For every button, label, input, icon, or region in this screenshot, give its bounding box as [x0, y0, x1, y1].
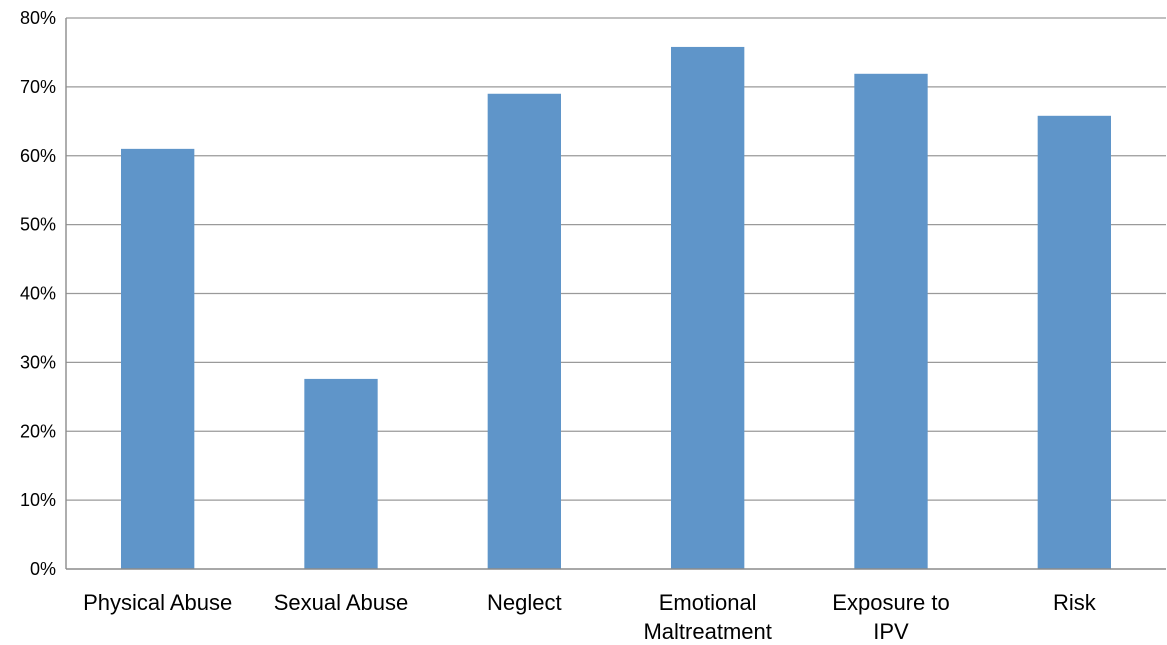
x-tick-label: Exposure to IPV — [832, 590, 949, 644]
bar — [671, 46, 745, 570]
bar — [121, 148, 195, 570]
x-tick-label: Sexual Abuse — [274, 590, 409, 615]
y-tick-label: 70% — [20, 77, 56, 97]
y-tick-label: 0% — [30, 559, 56, 579]
x-tick-label: Risk — [1053, 590, 1097, 615]
gridlines — [66, 17, 1166, 501]
x-tick-label: Neglect — [487, 590, 562, 615]
bars — [121, 46, 1111, 570]
bar — [1037, 115, 1111, 570]
bar — [854, 73, 928, 569]
bar — [304, 378, 378, 569]
y-tick-label: 10% — [20, 490, 56, 510]
y-tick-label: 60% — [20, 146, 56, 166]
y-tick-label: 50% — [20, 215, 56, 235]
x-axis-tick-labels: Physical Abuse Sexual Abuse Neglect Emotion… — [83, 590, 1097, 644]
y-tick-label: 30% — [20, 352, 56, 372]
y-tick-label: 80% — [20, 8, 56, 28]
y-axis-tick-labels: 0% 10% 20% 30% 40% 50% 60% 70% 80% — [20, 8, 56, 579]
y-tick-label: 20% — [20, 421, 56, 441]
x-tick-label: Emotional Maltreatment — [643, 590, 771, 644]
bar — [487, 93, 561, 569]
y-tick-label: 40% — [20, 284, 56, 304]
x-tick-label: Physical Abuse — [83, 590, 232, 615]
